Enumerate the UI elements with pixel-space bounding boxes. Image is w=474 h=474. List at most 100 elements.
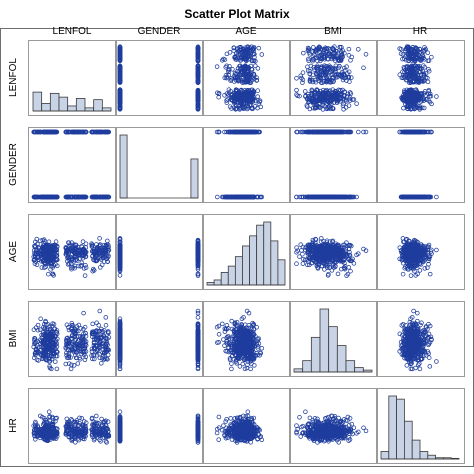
point-lenfol-vs-age [243,56,248,62]
point-lenfol-vs-age [228,89,233,94]
point-lenfol-vs-bmi [315,58,320,64]
hist-bar-lenfol-9 [101,107,112,112]
point-lenfol-vs-age [257,98,263,103]
point-lenfol-vs-gender [195,68,201,74]
point-lenfol-vs-bmi [309,90,314,96]
point-lenfol-vs-age [230,95,235,100]
point-lenfol-vs-gender [195,88,201,94]
point-lenfol-vs-bmi [311,56,316,62]
point-lenfol-vs-bmi [307,78,313,83]
point-lenfol-vs-bmi [332,67,338,72]
point-lenfol-vs-age [239,55,244,61]
point-lenfol-vs-age [248,80,254,85]
cell-lenfol-lenfol [28,40,117,116]
point-lenfol-vs-age [229,106,234,111]
point-lenfol-vs-gender [117,56,123,61]
point-lenfol-vs-bmi [321,70,327,75]
point-gender-vs-age [215,194,220,200]
point-lenfol-vs-bmi [326,56,331,62]
point-lenfol-vs-age [223,65,228,70]
point-lenfol-vs-age [232,70,238,76]
cell-gender-bmi [289,127,378,203]
point-lenfol-vs-bmi [342,89,347,95]
point-lenfol-vs-bmi [318,105,323,110]
hist-bar-lenfol-8 [93,99,103,112]
point-lenfol-vs-bmi [320,52,326,57]
point-lenfol-vs-bmi [328,106,334,112]
point-lenfol-vs-bmi [342,68,348,73]
point-lenfol-vs-age [240,64,246,70]
point-lenfol-vs-bmi [294,92,299,97]
point-lenfol-vs-bmi [325,78,330,83]
point-lenfol-vs-age [220,58,225,63]
point-lenfol-vs-bmi [346,53,352,58]
point-lenfol-vs-bmi [315,91,320,96]
point-lenfol-vs-bmi [319,64,324,69]
point-age-vs-lenfol [98,265,103,270]
point-lenfol-vs-bmi [307,106,313,112]
point-lenfol-vs-bmi [347,98,353,103]
point-lenfol-vs-age [224,98,229,103]
point-lenfol-vs-bmi [331,50,336,56]
point-lenfol-vs-bmi [316,47,322,52]
point-lenfol-vs-age [241,70,247,75]
point-lenfol-vs-bmi [316,76,321,82]
point-lenfol-vs-age [216,91,222,97]
point-lenfol-vs-age [248,91,254,97]
point-lenfol-vs-bmi [294,87,299,93]
point-lenfol-vs-gender [117,51,123,56]
point-lenfol-vs-bmi [301,50,306,56]
point-lenfol-vs-bmi [305,64,310,70]
hist-bar-lenfol-3 [49,92,60,112]
point-lenfol-vs-bmi [354,101,359,106]
point-lenfol-vs-bmi [311,52,317,57]
point-lenfol-vs-bmi [335,74,340,80]
point-lenfol-vs-bmi [310,77,315,83]
point-lenfol-vs-bmi [335,98,340,104]
point-lenfol-vs-bmi [328,64,333,70]
point-lenfol-vs-bmi [330,94,336,99]
point-age-vs-lenfol [105,238,110,244]
point-lenfol-vs-age [222,57,228,62]
point-lenfol-vs-bmi [338,96,343,102]
point-lenfol-vs-bmi [349,75,354,80]
point-lenfol-vs-bmi [336,57,342,62]
cell-lenfol-hr [376,40,465,116]
point-age-vs-lenfol [80,239,86,244]
point-lenfol-vs-age [229,76,234,81]
point-lenfol-vs-gender [195,64,201,70]
point-age-vs-gender [117,273,123,278]
cell-lenfol-gender [115,40,204,116]
point-lenfol-vs-bmi [324,75,329,80]
point-lenfol-vs-age [255,66,261,71]
cell-age-gender [115,214,204,290]
point-lenfol-vs-age [229,77,234,83]
point-lenfol-vs-age [254,78,259,83]
point-lenfol-vs-bmi [317,75,322,81]
point-lenfol-vs-hr [429,54,434,60]
point-lenfol-vs-age [216,94,221,100]
hist-bar-gender-1 [119,134,128,199]
point-lenfol-vs-age [250,46,256,52]
point-lenfol-vs-bmi [319,69,325,75]
hist-bar-lenfol-7 [84,107,95,112]
point-lenfol-vs-bmi [310,105,316,111]
point-lenfol-vs-age [240,100,246,106]
point-lenfol-vs-bmi [314,55,319,61]
point-lenfol-vs-bmi [316,44,322,50]
point-lenfol-vs-age [224,51,230,57]
point-lenfol-vs-bmi [347,95,353,100]
point-lenfol-vs-bmi [307,52,313,57]
point-lenfol-vs-hr [397,72,403,77]
point-lenfol-vs-age [259,52,265,57]
point-lenfol-vs-age [245,97,251,102]
point-lenfol-vs-gender [195,91,201,97]
point-lenfol-vs-age [234,75,239,81]
point-lenfol-vs-bmi [345,91,351,97]
point-lenfol-vs-gender [195,50,201,56]
point-lenfol-vs-hr [434,94,439,99]
point-lenfol-vs-gender [195,45,201,50]
point-lenfol-vs-bmi [323,97,328,102]
point-lenfol-vs-bmi [315,103,321,109]
